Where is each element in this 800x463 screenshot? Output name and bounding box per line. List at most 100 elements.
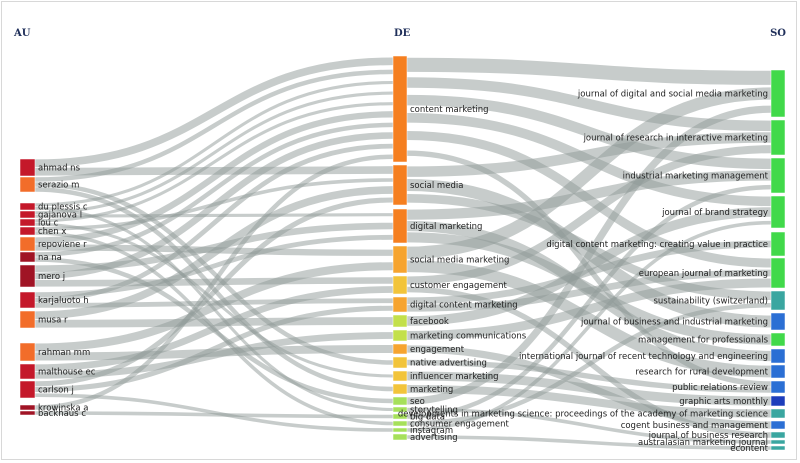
node-au-du-plessis-c[interactable]	[19, 202, 36, 211]
node-de-marketing-communications[interactable]	[392, 329, 408, 342]
node-de-storytelling[interactable]	[392, 406, 408, 413]
node-so-journal-of-brand-strategy[interactable]	[770, 195, 786, 229]
node-de-big-data[interactable]	[392, 413, 408, 420]
label-so-sustainability-switzerland: sustainability (switzerland)	[653, 297, 768, 307]
node-de-content-marketing[interactable]	[392, 55, 408, 163]
node-au-chen-x[interactable]	[19, 226, 36, 236]
node-so-research-for-rural-development[interactable]	[770, 364, 786, 379]
node-so-digital-content-marketing-creating-value-in-practice[interactable]	[770, 231, 786, 257]
link-storytelling-to-australasian-marketing-journal	[406, 407, 772, 444]
node-au-carlson-j[interactable]	[19, 380, 36, 399]
link-lou-c-to-content-marketing	[34, 102, 394, 223]
label-au-chen-x: chen x	[38, 227, 66, 237]
node-so-developments-in-marketing-science-proceedings-of-the-academy-of-marketing-science[interactable]	[770, 408, 786, 419]
node-de-customer-engagement[interactable]	[392, 275, 408, 295]
label-de-consumer-engagement: consumer engagement	[410, 420, 510, 430]
links-layer	[34, 57, 772, 450]
node-so-public-relations-review[interactable]	[770, 380, 786, 394]
link-social-media-to-sustainability-switzerland	[406, 194, 772, 301]
node-au-rahman-mm[interactable]	[19, 342, 36, 362]
node-so-australasian-marketing-journal[interactable]	[770, 439, 786, 445]
link-influencer-marketing-to-graphic-arts-monthly	[406, 371, 772, 406]
label-au-krowinska-a: krowinska a	[38, 404, 88, 414]
node-de-social-media-marketing[interactable]	[392, 245, 408, 274]
label-au-na-na: na na	[38, 253, 62, 263]
node-de-advertising[interactable]	[392, 433, 408, 441]
link-ahmad-ns-to-social-media	[34, 166, 394, 176]
node-so-industrial-marketing-management[interactable]	[770, 157, 786, 194]
node-au-repoviene-r[interactable]	[19, 236, 36, 252]
node-au-ahmad-ns[interactable]	[19, 158, 36, 177]
label-so-management-for-professionals: management for professionals	[638, 336, 769, 346]
node-de-digital-content-marketing[interactable]	[392, 296, 408, 313]
node-de-social-media[interactable]	[392, 164, 408, 206]
label-so-journal-of-research-in-interactive-marketing: journal of research in interactive marke…	[583, 134, 768, 144]
label-de-facebook: facebook	[410, 317, 449, 327]
link-gajanova-l-to-content-marketing	[34, 91, 394, 215]
node-de-native-advertising[interactable]	[392, 356, 408, 369]
link-serazio-m-to-content-marketing	[34, 69, 394, 182]
label-de-content-marketing: content marketing	[410, 105, 489, 115]
link-musa-r-to-social-media	[34, 186, 394, 320]
node-au-serazio-m[interactable]	[19, 176, 36, 193]
label-de-marketing-communications: marketing communications	[410, 332, 527, 342]
node-so-journal-of-business-research[interactable]	[770, 431, 786, 439]
label-so-econtent: econtent	[730, 444, 768, 454]
node-au-krowinska-a[interactable]	[19, 404, 36, 411]
node-so-journal-of-digital-and-social-media-marketing[interactable]	[770, 69, 786, 118]
link-digital-marketing-to-industrial-marketing-management	[406, 170, 772, 220]
node-so-management-for-professionals[interactable]	[770, 332, 786, 347]
node-de-engagement[interactable]	[392, 343, 408, 355]
node-so-cogent-business-and-management[interactable]	[770, 420, 786, 430]
node-au-gajanova-l[interactable]	[19, 210, 36, 219]
label-au-du-plessis-c: du plessis c	[38, 203, 88, 213]
label-so-journal-of-business-research: journal of business research	[648, 431, 768, 441]
label-au-backhaus-c: backhaus c	[38, 409, 86, 419]
node-de-seo[interactable]	[392, 396, 408, 406]
node-de-instagram[interactable]	[392, 427, 408, 433]
label-de-advertising: advertising	[410, 433, 458, 443]
link-carlson-j-to-digital-content-marketing	[34, 305, 394, 393]
label-de-social-media: social media	[410, 181, 463, 191]
label-so-journal-of-brand-strategy: journal of brand strategy	[661, 208, 768, 218]
node-au-malthouse-ec[interactable]	[19, 363, 36, 380]
node-so-sustainability-switzerland[interactable]	[770, 290, 786, 311]
node-de-facebook[interactable]	[392, 314, 408, 328]
node-so-journal-of-research-in-interactive-marketing[interactable]	[770, 119, 786, 156]
label-au-lou-c: lou c	[38, 219, 59, 229]
label-au-karjaluoto-h: karjaluoto h	[38, 296, 89, 306]
node-au-mero-j[interactable]	[19, 264, 36, 288]
label-so-journal-of-digital-and-social-media-marketing: journal of digital and social media mark…	[577, 90, 768, 100]
label-so-cogent-business-and-management: cogent business and management	[621, 421, 769, 431]
link-facebook-to-journal-of-brand-strategy	[406, 207, 772, 326]
node-so-econtent[interactable]	[770, 445, 786, 451]
node-de-consumer-engagement[interactable]	[392, 420, 408, 427]
link-carlson-j-to-social-media	[34, 197, 394, 387]
link-karjaluoto-h-to-content-marketing	[34, 143, 394, 303]
node-so-international-journal-of-recent-technology-and-engineering[interactable]	[770, 348, 786, 364]
node-de-influencer-marketing[interactable]	[392, 370, 408, 382]
label-de-big-data: big data	[410, 413, 445, 423]
link-seo-to-journal-of-digital-and-social-media-marketing	[406, 105, 772, 405]
link-na-na-to-content-marketing	[34, 122, 394, 257]
label-au-rahman-mm: rahman mm	[38, 348, 90, 358]
node-au-karjaluoto-h[interactable]	[19, 291, 36, 309]
node-au-lou-c[interactable]	[19, 218, 36, 227]
node-au-musa-r[interactable]	[19, 310, 36, 329]
node-so-european-journal-of-marketing[interactable]	[770, 257, 786, 289]
label-de-instagram: instagram	[410, 426, 453, 436]
link-rahman-mm-to-social-media-marketing	[34, 262, 394, 352]
link-content-marketing-to-industrial-marketing-management	[406, 94, 772, 170]
node-so-graphic-arts-monthly[interactable]	[770, 395, 786, 407]
link-digital-content-marketing-to-digital-content-marketing-creating-value-in-practice	[406, 240, 772, 305]
node-au-backhaus-c[interactable]	[19, 410, 36, 416]
link-native-advertising-to-public-relations-review	[406, 359, 772, 393]
label-so-graphic-arts-monthly: graphic arts monthly	[679, 397, 768, 407]
label-au-serazio-m: serazio m	[38, 181, 79, 191]
node-de-digital-marketing[interactable]	[392, 208, 408, 244]
node-so-journal-of-business-and-industrial-marketing[interactable]	[770, 312, 786, 331]
node-au-na-na[interactable]	[19, 251, 36, 263]
label-so-digital-content-marketing-creating-value-in-practice: digital content marketing: creating valu…	[546, 240, 768, 250]
node-de-marketing[interactable]	[392, 383, 408, 395]
